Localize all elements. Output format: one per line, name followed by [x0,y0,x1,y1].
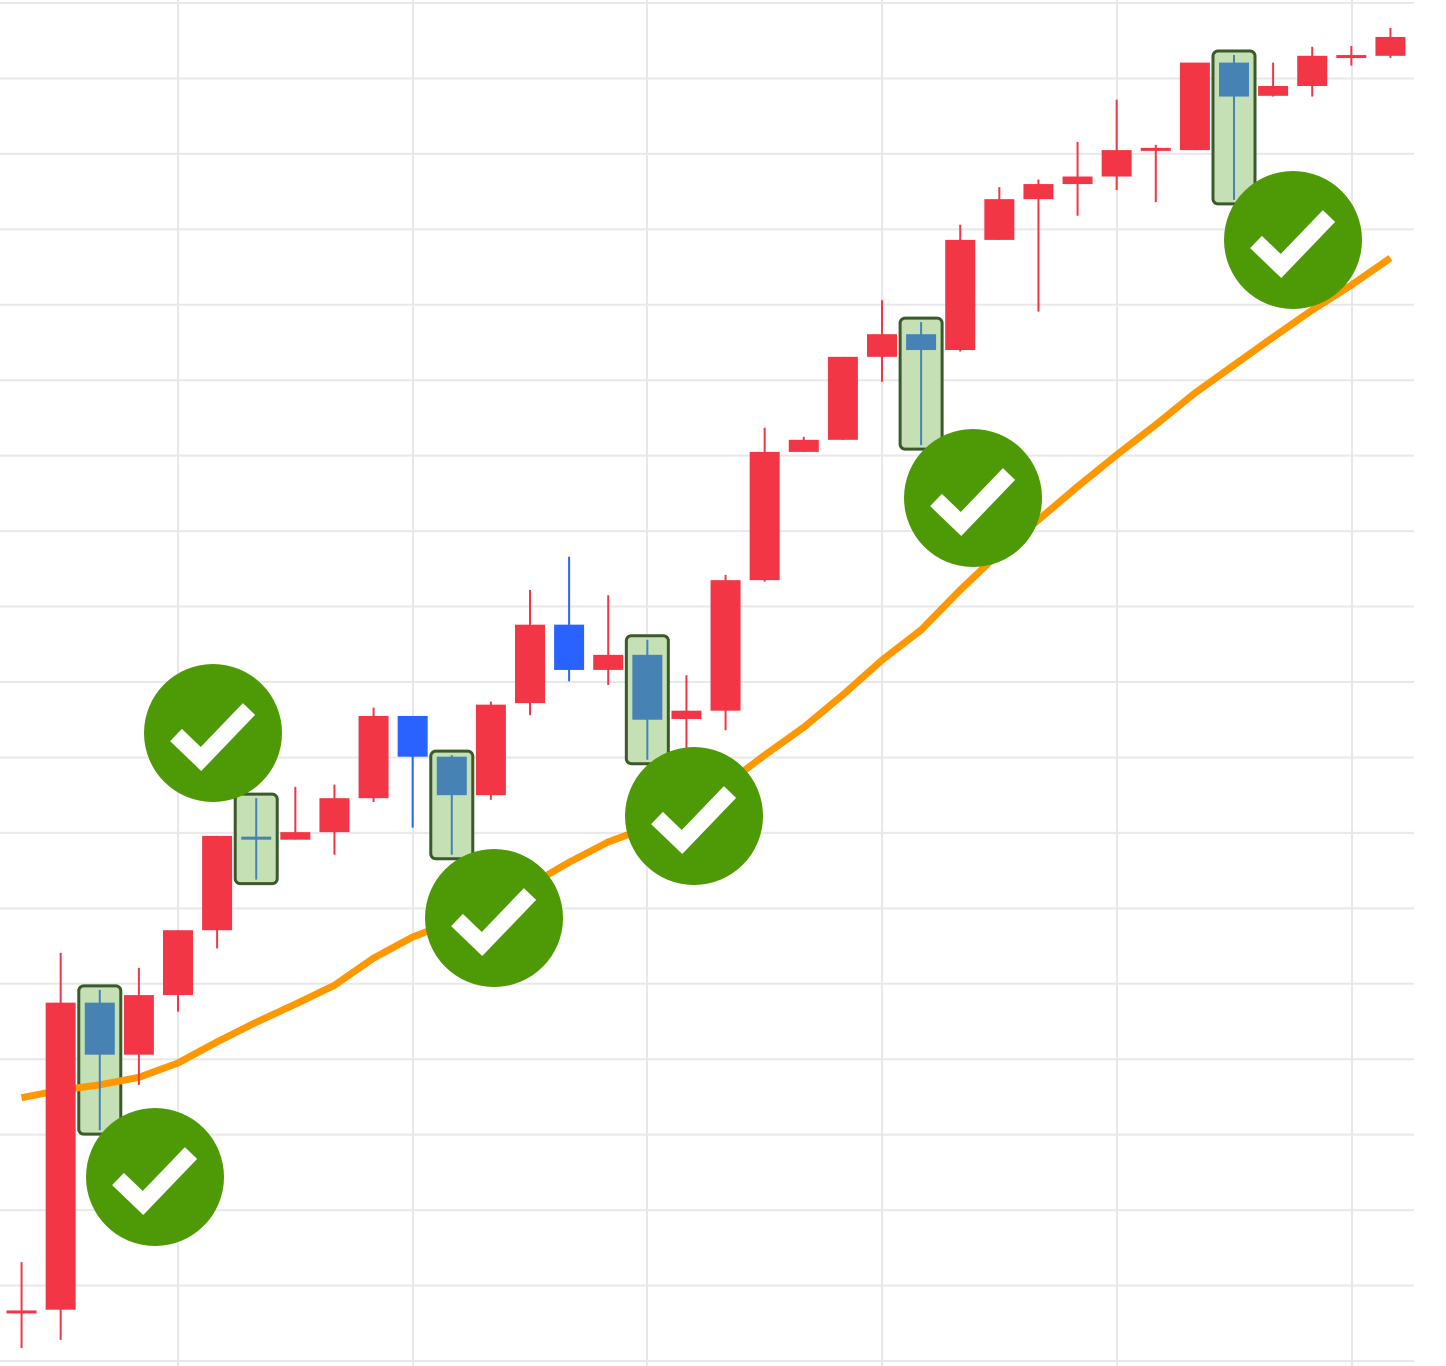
candle-body [1219,62,1249,97]
checkmark [625,747,763,885]
candle-body [984,199,1015,240]
candle-body [593,654,624,670]
candle-body [241,836,272,840]
candle-body [867,334,897,357]
candle-body [945,239,976,351]
candle-body [749,451,780,581]
checkmarks [86,171,1362,1246]
candle-body [1258,85,1289,96]
checkmark [144,664,282,802]
candle-body [1062,176,1093,185]
candle-body [632,654,663,720]
candle-body [1336,55,1367,59]
candle-body [515,624,545,704]
candle-body [358,715,389,799]
candle-body [1140,147,1171,151]
candle-body [1297,55,1328,86]
candle-body [84,1002,115,1055]
highlight-boxes [77,49,1257,1136]
checkmark [425,849,563,987]
candle-body [1023,184,1054,200]
candle-body [45,1002,76,1310]
candle-body [436,756,467,796]
candle-body [1101,150,1132,177]
checkmark [86,1108,224,1246]
checkmark [1224,171,1362,309]
candles [6,27,1406,1349]
candle-body [163,930,193,996]
candle-body [475,704,506,796]
candle-body [280,832,311,840]
candle-body [319,798,350,833]
candle-body [827,356,858,440]
candle-body [788,439,819,452]
candle-body [6,1310,37,1314]
candle-body [710,580,741,711]
candle-body [123,995,154,1055]
candle-body [202,835,233,931]
candle-body [1375,36,1406,56]
candle-body [1179,62,1210,151]
candle-body [397,715,428,757]
candle-body [671,710,702,719]
checkmark [904,429,1042,567]
candle-body [906,334,937,351]
candle-body [554,624,585,670]
